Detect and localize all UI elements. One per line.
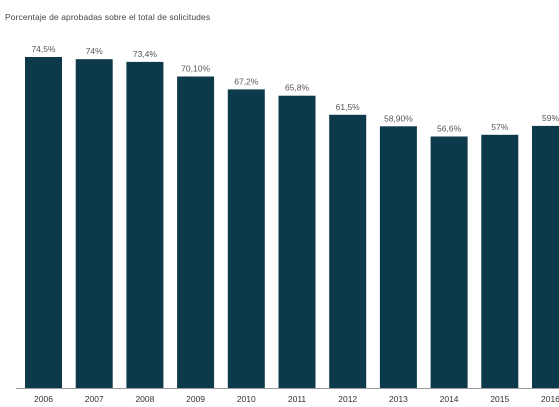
bar-2007 — [75, 59, 113, 388]
x-tick-labels-group: 2006 2007 2008 2009 2010 2011 2012 2013 2014 2015… — [34, 394, 559, 404]
data-label-2011: 65,8% — [285, 83, 310, 93]
x-tick-2013: 2013 — [389, 394, 408, 404]
x-tick-2010: 2010 — [237, 394, 256, 404]
x-tick-2016: 2016 — [541, 394, 559, 404]
data-label-2014: 56,6% — [437, 124, 462, 134]
bar-2014 — [430, 136, 468, 388]
data-label-2015: 57% — [491, 122, 508, 132]
x-tick-2011: 2011 — [288, 394, 307, 404]
bar-2009 — [177, 76, 215, 388]
x-tick-2006: 2006 — [34, 394, 53, 404]
data-label-2012: 61,5% — [336, 102, 361, 112]
x-tick-2012: 2012 — [338, 394, 357, 404]
data-label-2008: 73,4% — [133, 49, 158, 59]
chart-subtitle: Porcentaje de aprobadas sobre el total d… — [5, 12, 211, 22]
bar-2010 — [227, 89, 265, 389]
bar-2008 — [126, 61, 164, 389]
x-tick-2008: 2008 — [135, 394, 154, 404]
x-tick-2014: 2014 — [440, 394, 459, 404]
data-label-2009: 70,10% — [181, 64, 210, 74]
bar-2016 — [532, 125, 559, 389]
data-label-2006: 74,5% — [31, 44, 56, 54]
bar-2012 — [329, 114, 367, 389]
bars-group — [25, 57, 559, 389]
bar-2011 — [278, 95, 316, 388]
data-labels-group: 74,5% 74% 73,4% 70,10% 67,2% 65,8% 61,5% 58,90%… — [31, 44, 559, 134]
data-label-2013: 58,90% — [384, 113, 413, 123]
x-tick-2007: 2007 — [85, 394, 104, 404]
bar-2013 — [379, 126, 417, 389]
data-label-2016: 59% — [542, 113, 559, 123]
bar-2006 — [25, 57, 62, 388]
data-label-2010: 67,2% — [234, 76, 259, 86]
bar-2015 — [481, 134, 519, 388]
data-label-2007: 74% — [86, 46, 103, 56]
x-tick-2015: 2015 — [490, 394, 509, 404]
x-tick-2009: 2009 — [186, 394, 205, 404]
